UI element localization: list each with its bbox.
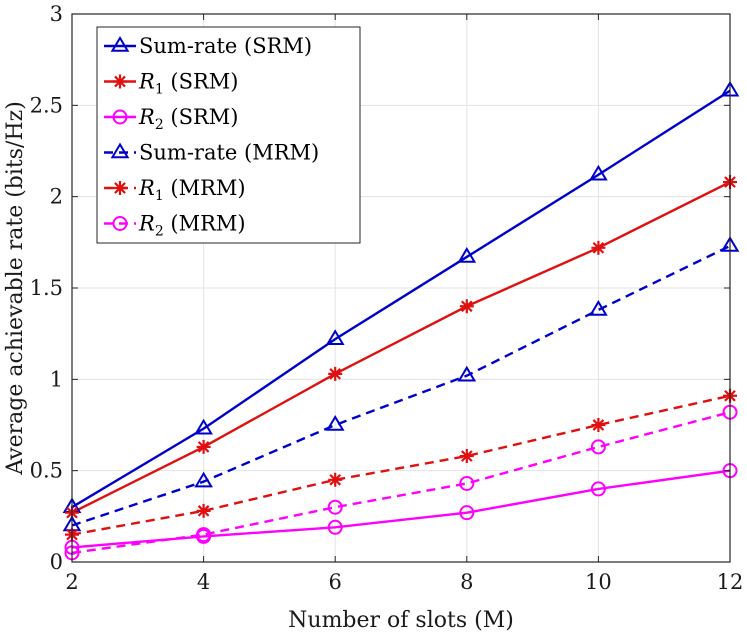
legend-entry-main: R: [138, 212, 155, 236]
legend-entry-subscript: 1: [155, 188, 164, 204]
y-tick-label: 2: [50, 185, 63, 209]
legend: Sum-rate (SRM)R1 (SRM)R2 (SRM)Sum-rate (…: [96, 26, 361, 244]
legend-entry: R2 (SRM): [138, 105, 239, 133]
legend-entry: R2 (MRM): [138, 212, 246, 240]
legend-entry-tail: (SRM): [164, 105, 239, 129]
series-line-3: [71, 244, 731, 527]
legend-entry: R1 (MRM): [138, 176, 246, 204]
series-0-point-2: [325, 329, 345, 345]
series-line-4: [71, 394, 731, 536]
x-tick-label: 12: [717, 570, 744, 594]
series-4-point-4: [591, 418, 606, 432]
legend-entry: Sum-rate (MRM): [139, 141, 319, 165]
legend-marker-3: [110, 142, 130, 159]
legend-entry-tail: (SRM): [164, 70, 239, 94]
legend-entry-main: R: [138, 176, 155, 200]
x-tick-label: 10: [585, 570, 612, 594]
series-4-point-2: [328, 472, 343, 487]
legend-entry-subscript: 2: [155, 224, 164, 240]
x-ticks: 2 4 6 8 10 12: [65, 14, 743, 594]
series-2-point-4: [590, 481, 606, 497]
series-5-point-2: [327, 499, 343, 515]
series-line-0: [71, 89, 731, 509]
legend-entry: Sum-rate (SRM): [139, 34, 312, 58]
series-4-point-3: [459, 449, 474, 464]
legend-entry-tail: (MRM): [237, 141, 319, 165]
y-tick-label: 0.5: [30, 459, 63, 483]
x-tick-label: 2: [65, 570, 78, 594]
legend-entry-tail: (SRM): [237, 34, 312, 58]
y-tick-label: 2.5: [30, 93, 63, 117]
legend-marker-5: [112, 216, 128, 231]
series-1-point-3: [459, 299, 474, 314]
y-axis-title: Average achievable rate (bits/Hz): [3, 101, 28, 476]
legend-marker-0: [110, 36, 130, 52]
y-tick-label: 3: [50, 2, 63, 26]
legend-marker-2: [112, 109, 128, 125]
y-tick-label: 0: [50, 550, 63, 574]
legend-entry-tail: (MRM): [164, 176, 246, 200]
x-tick-label: 4: [197, 570, 210, 594]
series-line-1: [71, 180, 731, 514]
series-2-point-3: [459, 505, 475, 521]
series-2-point-2: [327, 519, 343, 535]
series-3-point-2: [325, 415, 345, 431]
legend-entry-main: Sum-rate: [139, 141, 237, 165]
x-tick-label: 6: [329, 570, 342, 594]
legend-entry-main: R: [138, 105, 155, 129]
series-1-point-2: [328, 366, 343, 381]
x-axis-title: Number of slots (M): [288, 608, 514, 633]
y-tick-label: 1: [50, 367, 63, 391]
legend-marker-1: [113, 74, 127, 89]
series-0-point-1: [194, 418, 213, 435]
series-4-point-1: [196, 503, 211, 518]
legend-entry-main: Sum-rate: [139, 34, 237, 58]
series-5-point-3: [459, 475, 475, 491]
legend-entry-subscript: 1: [155, 82, 164, 98]
series-lines: [71, 89, 731, 555]
series-line-5: [71, 411, 731, 555]
series-5-point-4: [590, 439, 606, 455]
series-3-point-3: [457, 365, 477, 382]
legend-entry-tail: (MRM): [164, 212, 246, 236]
series-5-point-1: [196, 527, 212, 543]
series-0-point-4: [589, 164, 608, 181]
legend-box: [96, 26, 361, 244]
series-1-point-4: [591, 240, 606, 255]
legend-entry-subscript: 2: [155, 117, 164, 133]
legend-marker-4: [113, 181, 127, 195]
series-1-point-1: [196, 439, 211, 454]
y-ticks: 0 0.5 1 1.5 2 2.5 3: [30, 2, 730, 574]
series-0-point-3: [457, 246, 477, 263]
x-tick-label: 8: [460, 570, 473, 594]
legend-entry-main: R: [138, 70, 155, 94]
series-3-point-4: [589, 299, 608, 316]
y-tick-label: 1.5: [30, 276, 63, 300]
series-3-point-1: [194, 471, 213, 488]
legend-entry: R1 (SRM): [138, 70, 239, 98]
